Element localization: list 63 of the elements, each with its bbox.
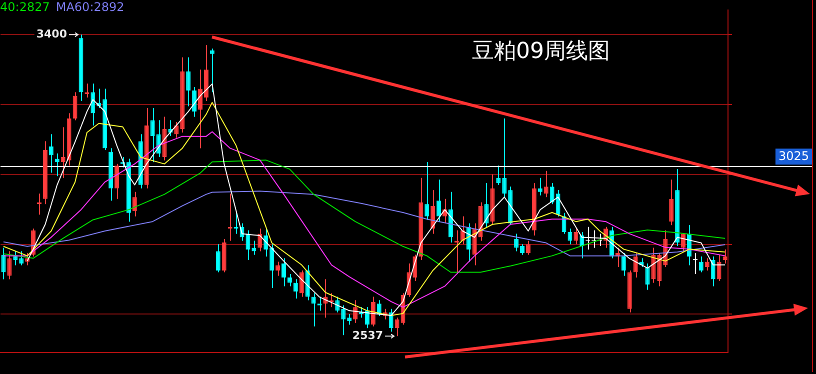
candlestick xyxy=(710,256,716,287)
candlestick xyxy=(282,258,286,287)
candlestick xyxy=(150,108,155,163)
candlestick xyxy=(60,126,66,178)
candlestick xyxy=(460,216,465,245)
candlestick xyxy=(692,252,698,274)
candlestick xyxy=(496,165,501,186)
text: MA60:2892 xyxy=(56,0,124,14)
candlestick xyxy=(544,170,548,198)
candlestick xyxy=(698,256,704,273)
candlestick xyxy=(353,300,358,324)
candlestick xyxy=(192,86,197,118)
candlestick xyxy=(311,292,316,327)
candlestick xyxy=(424,162,430,220)
candlestick xyxy=(252,240,256,256)
candlestick xyxy=(538,177,542,196)
candlestick xyxy=(716,254,722,282)
candlestick xyxy=(502,118,507,198)
candlestick xyxy=(19,250,24,266)
candlestick xyxy=(568,228,572,245)
candlestick xyxy=(186,56,191,107)
candlestick xyxy=(562,212,566,234)
candlestick xyxy=(633,252,638,278)
candlestick xyxy=(394,317,400,337)
annotation: 3400 xyxy=(36,28,68,41)
candlestick xyxy=(1,247,6,280)
candlestick xyxy=(48,134,54,174)
candlestick xyxy=(704,258,710,271)
candlestick xyxy=(550,182,554,205)
candlestick xyxy=(287,273,292,287)
candlestick xyxy=(246,230,250,261)
candlestick xyxy=(216,244,220,273)
candlestick xyxy=(370,296,376,327)
candlestick xyxy=(72,92,78,121)
annotation: 2537 xyxy=(352,329,384,342)
candlestick xyxy=(174,122,179,138)
candlestick xyxy=(574,228,578,245)
candlestick xyxy=(258,228,262,252)
candlestick xyxy=(276,261,280,276)
candlestick xyxy=(90,83,96,126)
candlestick xyxy=(210,48,214,93)
candlestick xyxy=(376,300,382,316)
candlestick xyxy=(347,314,352,326)
candlestick xyxy=(556,190,560,217)
candlestick xyxy=(436,179,442,222)
candlestick xyxy=(299,270,304,298)
text: 40:2827 xyxy=(0,0,50,14)
candlestick xyxy=(681,233,686,252)
candlestick xyxy=(293,278,298,299)
candlestick xyxy=(341,304,346,336)
candlestick xyxy=(54,152,60,177)
candlestick xyxy=(580,232,584,259)
candlestick xyxy=(132,191,137,217)
candlestick xyxy=(114,163,120,200)
candlestick xyxy=(669,179,674,226)
candlestick xyxy=(722,249,728,264)
candlestick xyxy=(7,250,12,280)
candlestick xyxy=(13,250,18,266)
candlestick xyxy=(621,252,626,276)
candlestick xyxy=(526,240,530,256)
ref-line-label: 3025 xyxy=(778,148,810,163)
text: 豆粕09周线图 xyxy=(472,38,610,66)
candlestick xyxy=(270,244,274,288)
